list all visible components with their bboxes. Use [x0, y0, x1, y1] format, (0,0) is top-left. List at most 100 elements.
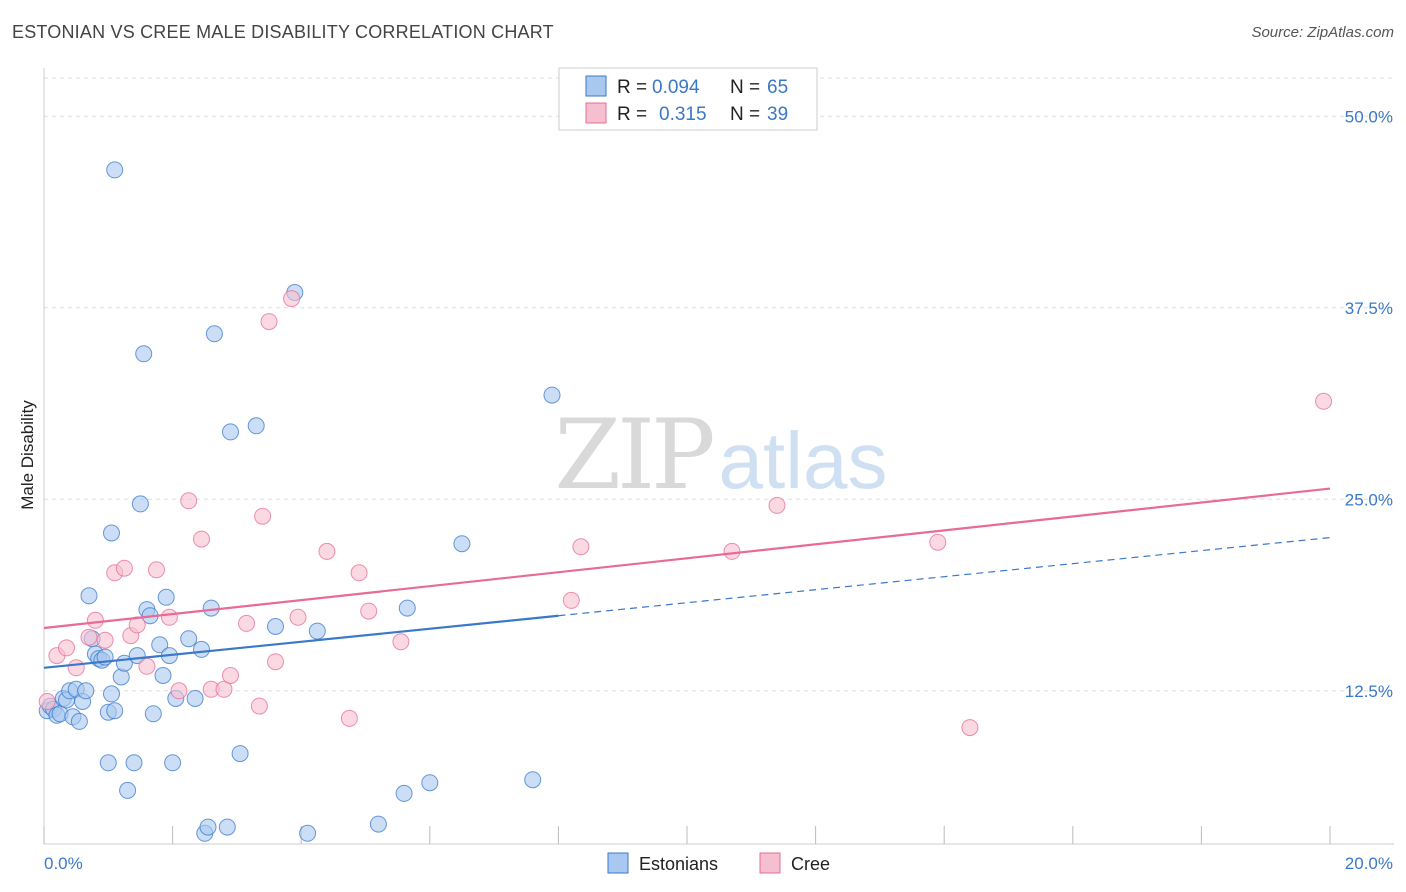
point-cree[interactable]	[80, 628, 98, 646]
series-legend-swatch-cree[interactable]	[759, 852, 781, 874]
x-axis-ticks	[43, 826, 1331, 844]
point-cree[interactable]	[86, 611, 104, 629]
point-estonians[interactable]	[154, 667, 172, 684]
stats-legend: R = 0.094 N = 65 R = 0.315 N = 39	[558, 67, 818, 131]
series-legend-label-estonians[interactable]: Estonians	[639, 854, 718, 874]
x-tick-label-min: 0.0%	[44, 854, 83, 873]
point-estonians[interactable]	[369, 815, 387, 833]
point-cree[interactable]	[350, 564, 368, 582]
x-tick-label-max: 20.0%	[1345, 854, 1393, 873]
point-estonians[interactable]	[267, 618, 284, 635]
point-estonians[interactable]	[180, 630, 198, 648]
trendline-cree	[43, 487, 1331, 630]
y-tick-label: 50.0%	[1345, 107, 1393, 126]
point-cree[interactable]	[254, 507, 272, 525]
point-estonians[interactable]	[103, 685, 120, 703]
point-cree[interactable]	[289, 608, 307, 626]
watermark: ZIP atlas	[554, 399, 887, 511]
point-cree[interactable]	[58, 639, 75, 657]
point-cree[interactable]	[572, 538, 590, 556]
series-legend: Estonians Cree	[607, 852, 830, 874]
point-cree[interactable]	[929, 533, 947, 551]
legend-r-label-estonians: R =	[617, 77, 647, 98]
point-estonians[interactable]	[308, 622, 326, 640]
point-cree[interactable]	[1315, 392, 1333, 410]
point-estonians[interactable]	[543, 386, 561, 404]
point-cree[interactable]	[260, 313, 278, 331]
point-cree[interactable]	[170, 682, 188, 700]
legend-r-value-cree: 0.315	[659, 104, 707, 125]
point-estonians[interactable]	[106, 161, 124, 179]
point-cree[interactable]	[283, 290, 301, 308]
point-estonians[interactable]	[99, 754, 117, 772]
point-cree[interactable]	[961, 719, 979, 737]
point-cree[interactable]	[96, 631, 114, 649]
point-estonians[interactable]	[157, 588, 175, 606]
point-estonians[interactable]	[186, 690, 204, 707]
watermark-zip: ZIP	[554, 399, 713, 511]
point-estonians[interactable]	[193, 640, 210, 658]
point-estonians[interactable]	[164, 754, 182, 772]
point-estonians[interactable]	[524, 771, 542, 789]
point-cree[interactable]	[138, 657, 156, 675]
point-cree[interactable]	[193, 530, 210, 548]
point-estonians[interactable]	[151, 636, 169, 654]
point-estonians[interactable]	[421, 774, 439, 792]
point-cree[interactable]	[723, 542, 741, 560]
legend-n-value-estonians: 65	[767, 77, 788, 98]
point-estonians[interactable]	[112, 668, 130, 686]
point-estonians[interactable]	[119, 781, 137, 799]
point-estonians[interactable]	[222, 423, 239, 441]
point-cree[interactable]	[38, 693, 56, 710]
legend-n-label-cree: N =	[730, 104, 760, 125]
point-cree[interactable]	[360, 602, 378, 620]
series-legend-swatch-estonians[interactable]	[607, 852, 629, 874]
point-estonians[interactable]	[398, 599, 416, 617]
legend-swatch-cree	[585, 102, 607, 124]
point-estonians[interactable]	[199, 818, 217, 836]
point-estonians[interactable]	[106, 702, 124, 720]
point-estonians[interactable]	[205, 325, 223, 343]
y-tick-label: 37.5%	[1345, 299, 1393, 318]
point-estonians[interactable]	[395, 784, 413, 802]
legend-r-value-estonians: 0.094	[652, 77, 700, 98]
chart-source: Source: ZipAtlas.com	[1251, 24, 1394, 41]
point-estonians[interactable]	[202, 599, 220, 617]
data-points	[38, 161, 1333, 842]
point-estonians[interactable]	[247, 417, 265, 435]
point-estonians[interactable]	[80, 587, 98, 605]
point-cree[interactable]	[160, 608, 178, 626]
point-estonians[interactable]	[135, 345, 153, 363]
point-cree[interactable]	[562, 591, 580, 609]
series-legend-label-cree[interactable]: Cree	[791, 854, 830, 874]
point-estonians[interactable]	[453, 535, 471, 553]
point-cree[interactable]	[67, 659, 85, 677]
point-estonians[interactable]	[144, 705, 162, 723]
point-cree[interactable]	[238, 614, 255, 632]
point-cree[interactable]	[392, 633, 410, 651]
point-cree[interactable]	[340, 709, 358, 727]
point-estonians[interactable]	[70, 712, 88, 730]
point-cree[interactable]	[115, 559, 133, 577]
point-estonians[interactable]	[299, 824, 317, 842]
point-cree[interactable]	[180, 492, 198, 510]
point-cree[interactable]	[222, 667, 239, 684]
legend-r-label-cree: R =	[617, 104, 647, 125]
point-estonians[interactable]	[77, 682, 95, 700]
point-estonians[interactable]	[131, 495, 149, 513]
chart-title: ESTONIAN VS CREE MALE DISABILITY CORRELA…	[12, 22, 554, 42]
trendline-estonians-extension	[558, 537, 1331, 617]
point-estonians[interactable]	[231, 745, 249, 763]
point-cree[interactable]	[250, 697, 268, 715]
point-cree[interactable]	[215, 680, 233, 698]
point-estonians[interactable]	[103, 524, 120, 542]
legend-n-value-cree: 39	[767, 104, 788, 125]
point-cree[interactable]	[318, 542, 336, 560]
point-estonians[interactable]	[218, 818, 236, 836]
point-estonians[interactable]	[125, 754, 143, 772]
point-cree[interactable]	[768, 496, 786, 514]
point-cree[interactable]	[267, 653, 284, 671]
legend-n-label-estonians: N =	[730, 77, 760, 98]
point-cree[interactable]	[148, 561, 165, 579]
